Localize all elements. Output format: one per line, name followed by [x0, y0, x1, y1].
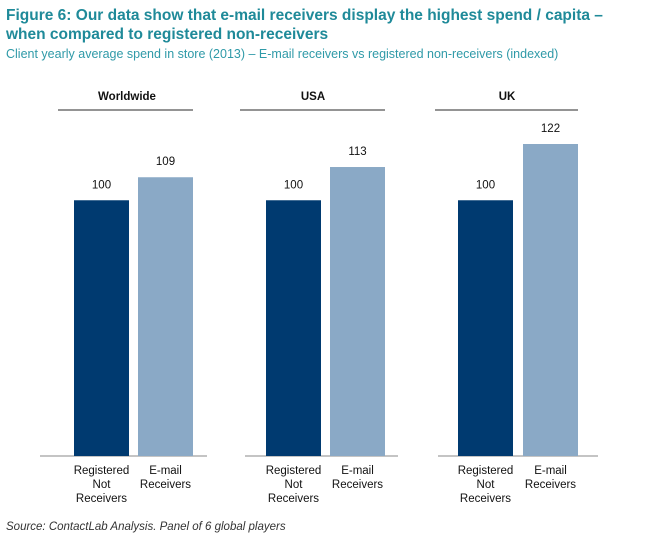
value-label-worldwide-email: 109 — [156, 156, 175, 168]
page-title: Figure 6: Our data show that e-mail rece… — [6, 7, 603, 43]
bar-uk-registered — [458, 200, 513, 456]
group-label-usa: USA — [301, 91, 325, 103]
group-label-uk: UK — [499, 91, 516, 103]
category-label-worldwide-registered: Registered Not Receivers — [74, 465, 130, 505]
category-label-usa-email: E-mail Receivers — [332, 465, 383, 491]
source-note: Source: ContactLab Analysis. Panel of 6 … — [6, 521, 286, 533]
bar-usa-email — [330, 167, 385, 456]
value-label-uk-email: 122 — [541, 123, 560, 135]
category-label-uk-email: E-mail Receivers — [525, 465, 576, 491]
bar-usa-registered — [266, 200, 321, 456]
category-label-usa-registered: Registered Not Receivers — [266, 465, 322, 505]
group-label-worldwide: Worldwide — [98, 91, 156, 103]
bar-worldwide-email — [138, 177, 193, 456]
category-label-uk-registered: Registered Not Receivers — [458, 465, 514, 505]
bar-worldwide-registered — [74, 200, 129, 456]
value-label-worldwide-registered: 100 — [92, 179, 111, 191]
chart-subtitle: Client yearly average spend in store (20… — [6, 47, 559, 61]
value-label-usa-email: 113 — [348, 146, 366, 158]
value-label-uk-registered: 100 — [476, 179, 495, 191]
category-label-worldwide-email: E-mail Receivers — [140, 465, 191, 491]
value-label-usa-registered: 100 — [284, 179, 303, 191]
bar-uk-email — [523, 144, 578, 456]
